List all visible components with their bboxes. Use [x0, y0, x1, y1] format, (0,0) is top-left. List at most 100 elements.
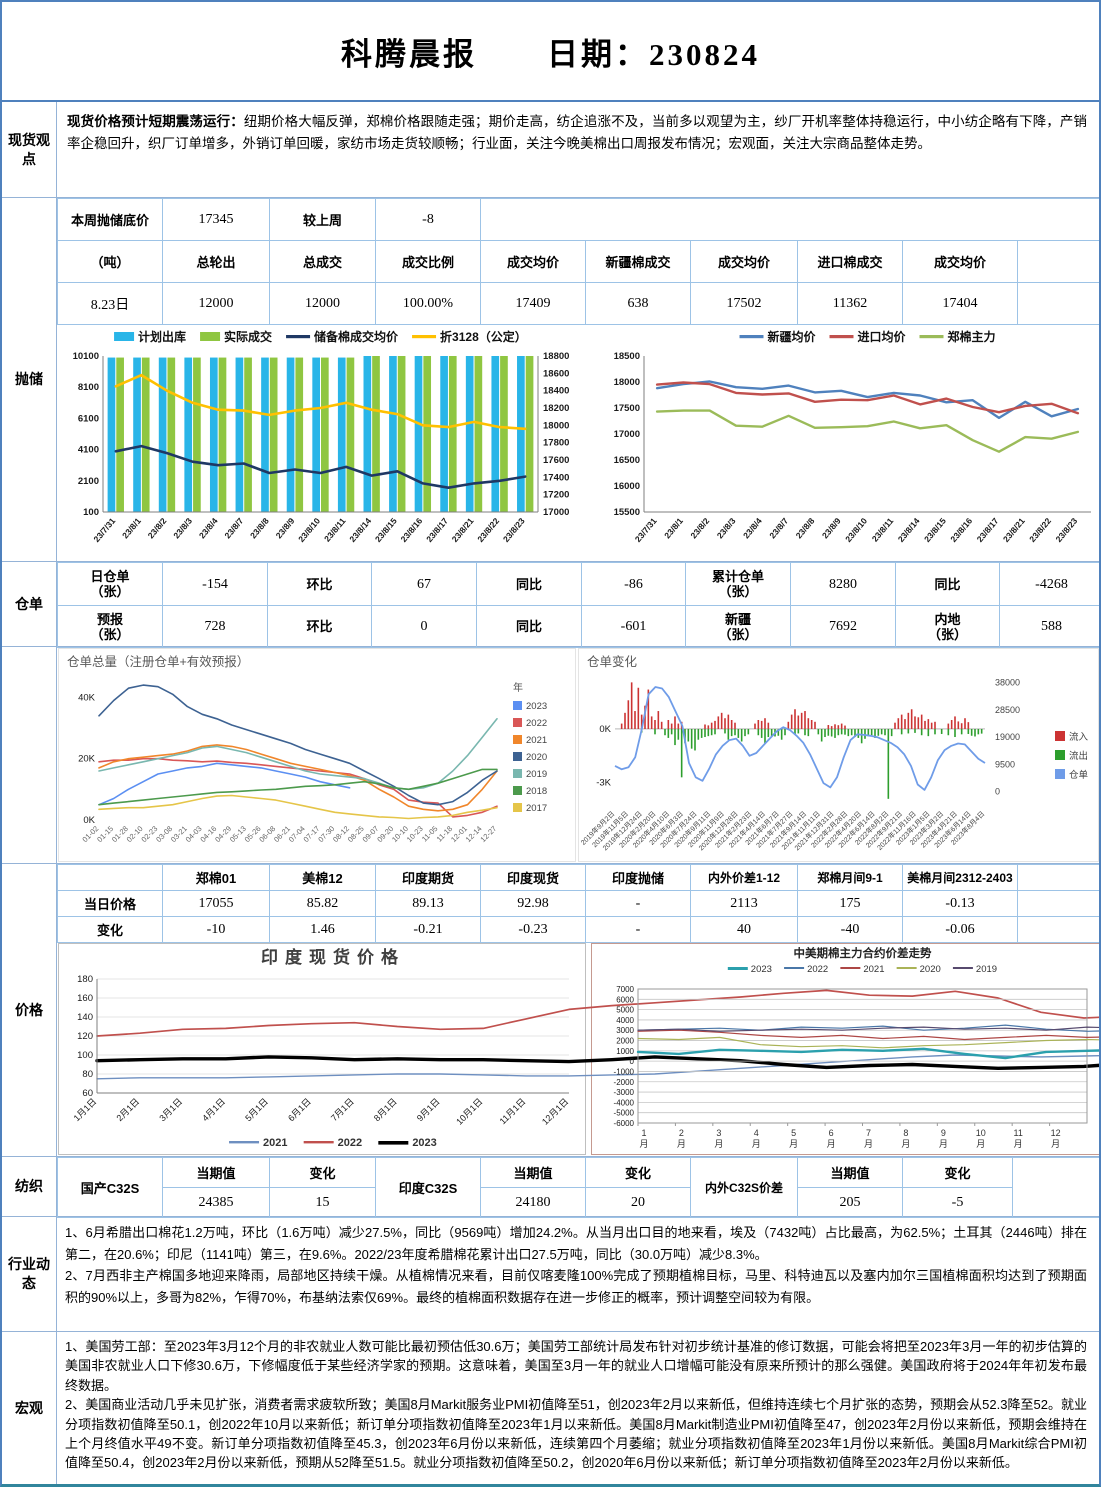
- svg-text:月: 月: [901, 1139, 910, 1149]
- svg-text:19000: 19000: [995, 732, 1020, 742]
- svg-text:7月1日: 7月1日: [329, 1096, 356, 1123]
- svg-text:1月1日: 1月1日: [72, 1096, 99, 1123]
- cell-label: 同比: [477, 606, 582, 648]
- sidebar-label-paochu: 抛储: [2, 198, 57, 561]
- svg-text:0: 0: [630, 1057, 635, 1066]
- svg-text:月: 月: [864, 1139, 873, 1149]
- svg-text:4100: 4100: [78, 445, 99, 456]
- row-header: 当日价格: [58, 891, 163, 917]
- cell-value: -86: [582, 563, 686, 606]
- cell-empty: [1018, 917, 1101, 943]
- svg-text:仓单变化: 仓单变化: [587, 654, 638, 669]
- svg-text:2018: 2018: [526, 786, 547, 797]
- svg-text:2100: 2100: [78, 476, 99, 487]
- svg-text:28500: 28500: [995, 705, 1020, 715]
- sidebar-label-cangdan: 仓单: [2, 562, 57, 646]
- svg-text:23/7/31: 23/7/31: [633, 516, 659, 544]
- section-cangdan: 仓单 日仓单 （张） -154 环比 67 同比 -86 累计仓单 （张） 82…: [2, 562, 1099, 647]
- cell-value: 20: [586, 1188, 691, 1218]
- svg-text:2019: 2019: [526, 769, 547, 780]
- svg-text:-3K: -3K: [596, 778, 611, 789]
- spot-view-text: 现货价格预计短期震荡运行：纽期价格大幅反弹，郑棉价格跟随走强；期价走高，纺企追涨…: [57, 102, 1099, 155]
- svg-text:38000: 38000: [995, 678, 1020, 688]
- svg-text:80: 80: [82, 1069, 93, 1080]
- svg-text:2023: 2023: [751, 964, 772, 975]
- col-header: 当期值: [481, 1158, 586, 1188]
- cell-value: 17409: [481, 283, 586, 325]
- col-header: 内外价差1-12: [691, 865, 798, 891]
- svg-text:月: 月: [1051, 1139, 1060, 1149]
- col-header: （吨）: [58, 241, 163, 283]
- col-header: 总成交: [270, 241, 376, 283]
- svg-text:9: 9: [941, 1128, 946, 1138]
- section-industry: 行业动态 1、6月希腊出口棉花1.2万吨，环比（1.6万吨）减少27.5%，同比…: [2, 1217, 1099, 1332]
- svg-text:23/8/15: 23/8/15: [373, 516, 399, 544]
- cell-empty: [1018, 241, 1101, 283]
- svg-text:23/8/2: 23/8/2: [146, 516, 169, 541]
- cell-value: 175: [798, 891, 903, 917]
- svg-text:23/8/17: 23/8/17: [424, 516, 450, 544]
- section-spot: 现货观点 现货价格预计短期震荡运行：纽期价格大幅反弹，郑棉价格跟随走强；期价走高…: [2, 102, 1099, 198]
- svg-text:140: 140: [77, 1012, 93, 1023]
- svg-text:2022: 2022: [338, 1137, 362, 1149]
- svg-text:23/8/3: 23/8/3: [715, 516, 738, 541]
- row-header: 内外C32S价差: [691, 1158, 798, 1218]
- svg-text:10-23: 10-23: [405, 824, 425, 844]
- cell-value: 40: [691, 917, 798, 943]
- svg-text:-6000: -6000: [614, 1119, 635, 1128]
- col-header: 成交比例: [376, 241, 481, 283]
- textile-table: 国产C32S 当期值 变化 印度C32S 当期值 变化 内外C32S价差 当期值…: [57, 1157, 1101, 1218]
- svg-text:23/8/7: 23/8/7: [767, 516, 790, 541]
- svg-text:18200: 18200: [543, 403, 569, 414]
- svg-text:23/8/1: 23/8/1: [662, 516, 685, 541]
- report-date: 日期：230824: [547, 29, 760, 74]
- svg-text:-5000: -5000: [614, 1109, 635, 1118]
- svg-text:5000: 5000: [616, 1006, 634, 1015]
- svg-text:23/8/11: 23/8/11: [870, 516, 896, 544]
- warehouse-receipt-table: 日仓单 （张） -154 环比 67 同比 -86 累计仓单 （张） 8280 …: [57, 562, 1101, 648]
- svg-text:月: 月: [752, 1139, 761, 1149]
- svg-text:180: 180: [77, 974, 93, 985]
- svg-text:23/8/8: 23/8/8: [248, 516, 271, 541]
- col-header: 进口棉成交: [798, 241, 903, 283]
- svg-text:18800: 18800: [543, 351, 569, 362]
- svg-text:11: 11: [1013, 1128, 1022, 1138]
- svg-text:月: 月: [789, 1139, 798, 1149]
- svg-text:2月1日: 2月1日: [114, 1096, 141, 1123]
- svg-text:8月1日: 8月1日: [372, 1096, 399, 1123]
- cell-value: -4268: [1000, 563, 1101, 606]
- svg-text:2021: 2021: [526, 735, 547, 746]
- col-header: 变化: [270, 1158, 376, 1188]
- svg-text:100: 100: [83, 507, 99, 518]
- cell-label: 同比: [477, 563, 582, 606]
- svg-text:进口均价: 进口均价: [858, 329, 907, 344]
- svg-text:流入: 流入: [1069, 731, 1089, 743]
- price-table: 郑棉01 美棉12 印度期货 印度现货 印度抛储 内外价差1-12 郑棉月间9-…: [57, 864, 1101, 943]
- svg-text:4月1日: 4月1日: [200, 1096, 227, 1123]
- svg-text:23/8/10: 23/8/10: [296, 516, 322, 544]
- svg-text:23/8/7: 23/8/7: [222, 516, 245, 541]
- cell-label: 本周抛储底价: [58, 199, 163, 241]
- svg-text:月: 月: [714, 1139, 723, 1149]
- cell-value: -: [586, 917, 691, 943]
- cell-value: -154: [163, 563, 268, 606]
- reserve-auction-table: 本周抛储底价 17345 较上周 -8 （吨） 总轮出 总成交 成交比例 成交均…: [57, 198, 1101, 325]
- svg-text:8100: 8100: [78, 382, 99, 393]
- sidebar-label-price: 价格: [2, 864, 57, 1156]
- cell-value: -601: [582, 606, 686, 648]
- cell-empty: [1018, 891, 1101, 917]
- cell-value: 85.82: [270, 891, 376, 917]
- cell-value: 8280: [791, 563, 896, 606]
- svg-text:4000: 4000: [616, 1016, 634, 1025]
- cell-label: 日仓单 （张）: [58, 563, 163, 606]
- cell-value: 100.00%: [376, 283, 481, 325]
- cell-value: -0.06: [903, 917, 1018, 943]
- svg-text:17800: 17800: [543, 438, 569, 449]
- svg-text:23/8/17: 23/8/17: [975, 516, 1001, 544]
- page-title: 科腾晨报: [341, 29, 477, 74]
- svg-text:10: 10: [976, 1128, 986, 1138]
- svg-text:6月1日: 6月1日: [286, 1096, 313, 1123]
- svg-text:12月1日: 12月1日: [540, 1096, 570, 1126]
- col-header: 当期值: [798, 1158, 903, 1188]
